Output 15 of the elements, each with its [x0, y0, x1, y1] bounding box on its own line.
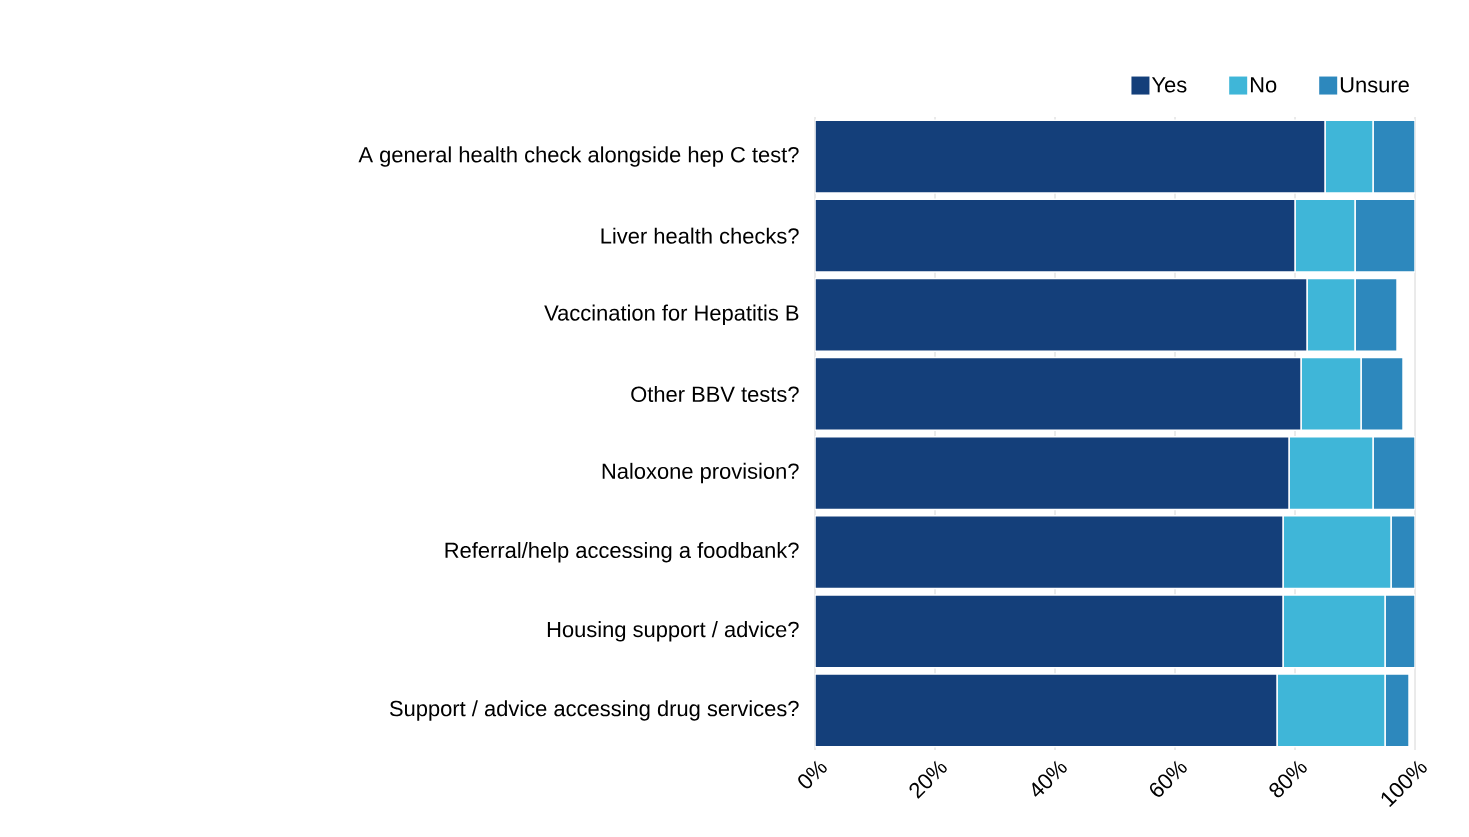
y-tick-label: A general health check alongside hep C test?	[358, 146, 799, 167]
x-tick-label: 80%	[1269, 760, 1307, 798]
legend-label: Unsure	[1340, 77, 1409, 93]
x-tick-label: 60%	[1149, 760, 1187, 797]
legend-label: Yes	[1151, 77, 1187, 93]
x-tick-label: 40%	[1032, 760, 1067, 797]
y-tick-label: Other BBV tests?	[631, 385, 799, 402]
y-tick-label: Housing support / advice?	[547, 621, 799, 642]
x-tick-label: 0%	[798, 760, 827, 789]
y-tick-label: Liver health checks?	[601, 227, 799, 244]
y-tick-label: Naloxone provision?	[602, 462, 799, 484]
y-tick-label: Support / advice accessing drug services?	[389, 700, 799, 721]
y-tick-label: Vaccination for Hepatitis B	[544, 304, 799, 326]
legend-label: No	[1250, 77, 1277, 93]
y-tick-label: Referral/help accessing a foodbank?	[445, 541, 799, 563]
